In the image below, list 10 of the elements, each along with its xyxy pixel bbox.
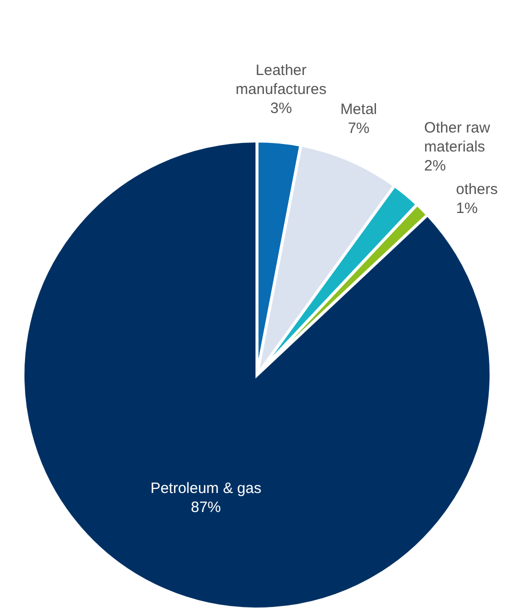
data-label: 3% — [270, 100, 292, 118]
data-label: 87% — [190, 499, 221, 516]
slice-label: Other raw materials — [424, 120, 490, 156]
data-label: 1% — [456, 200, 478, 217]
slice-label: others — [456, 180, 498, 198]
data-label: 2% — [424, 158, 446, 175]
data-label: 7% — [348, 120, 370, 138]
slice-label: Leather manufactures — [236, 62, 327, 98]
slice-label: Metal — [340, 101, 378, 118]
slice-label: Petroleum & gas — [150, 480, 262, 498]
